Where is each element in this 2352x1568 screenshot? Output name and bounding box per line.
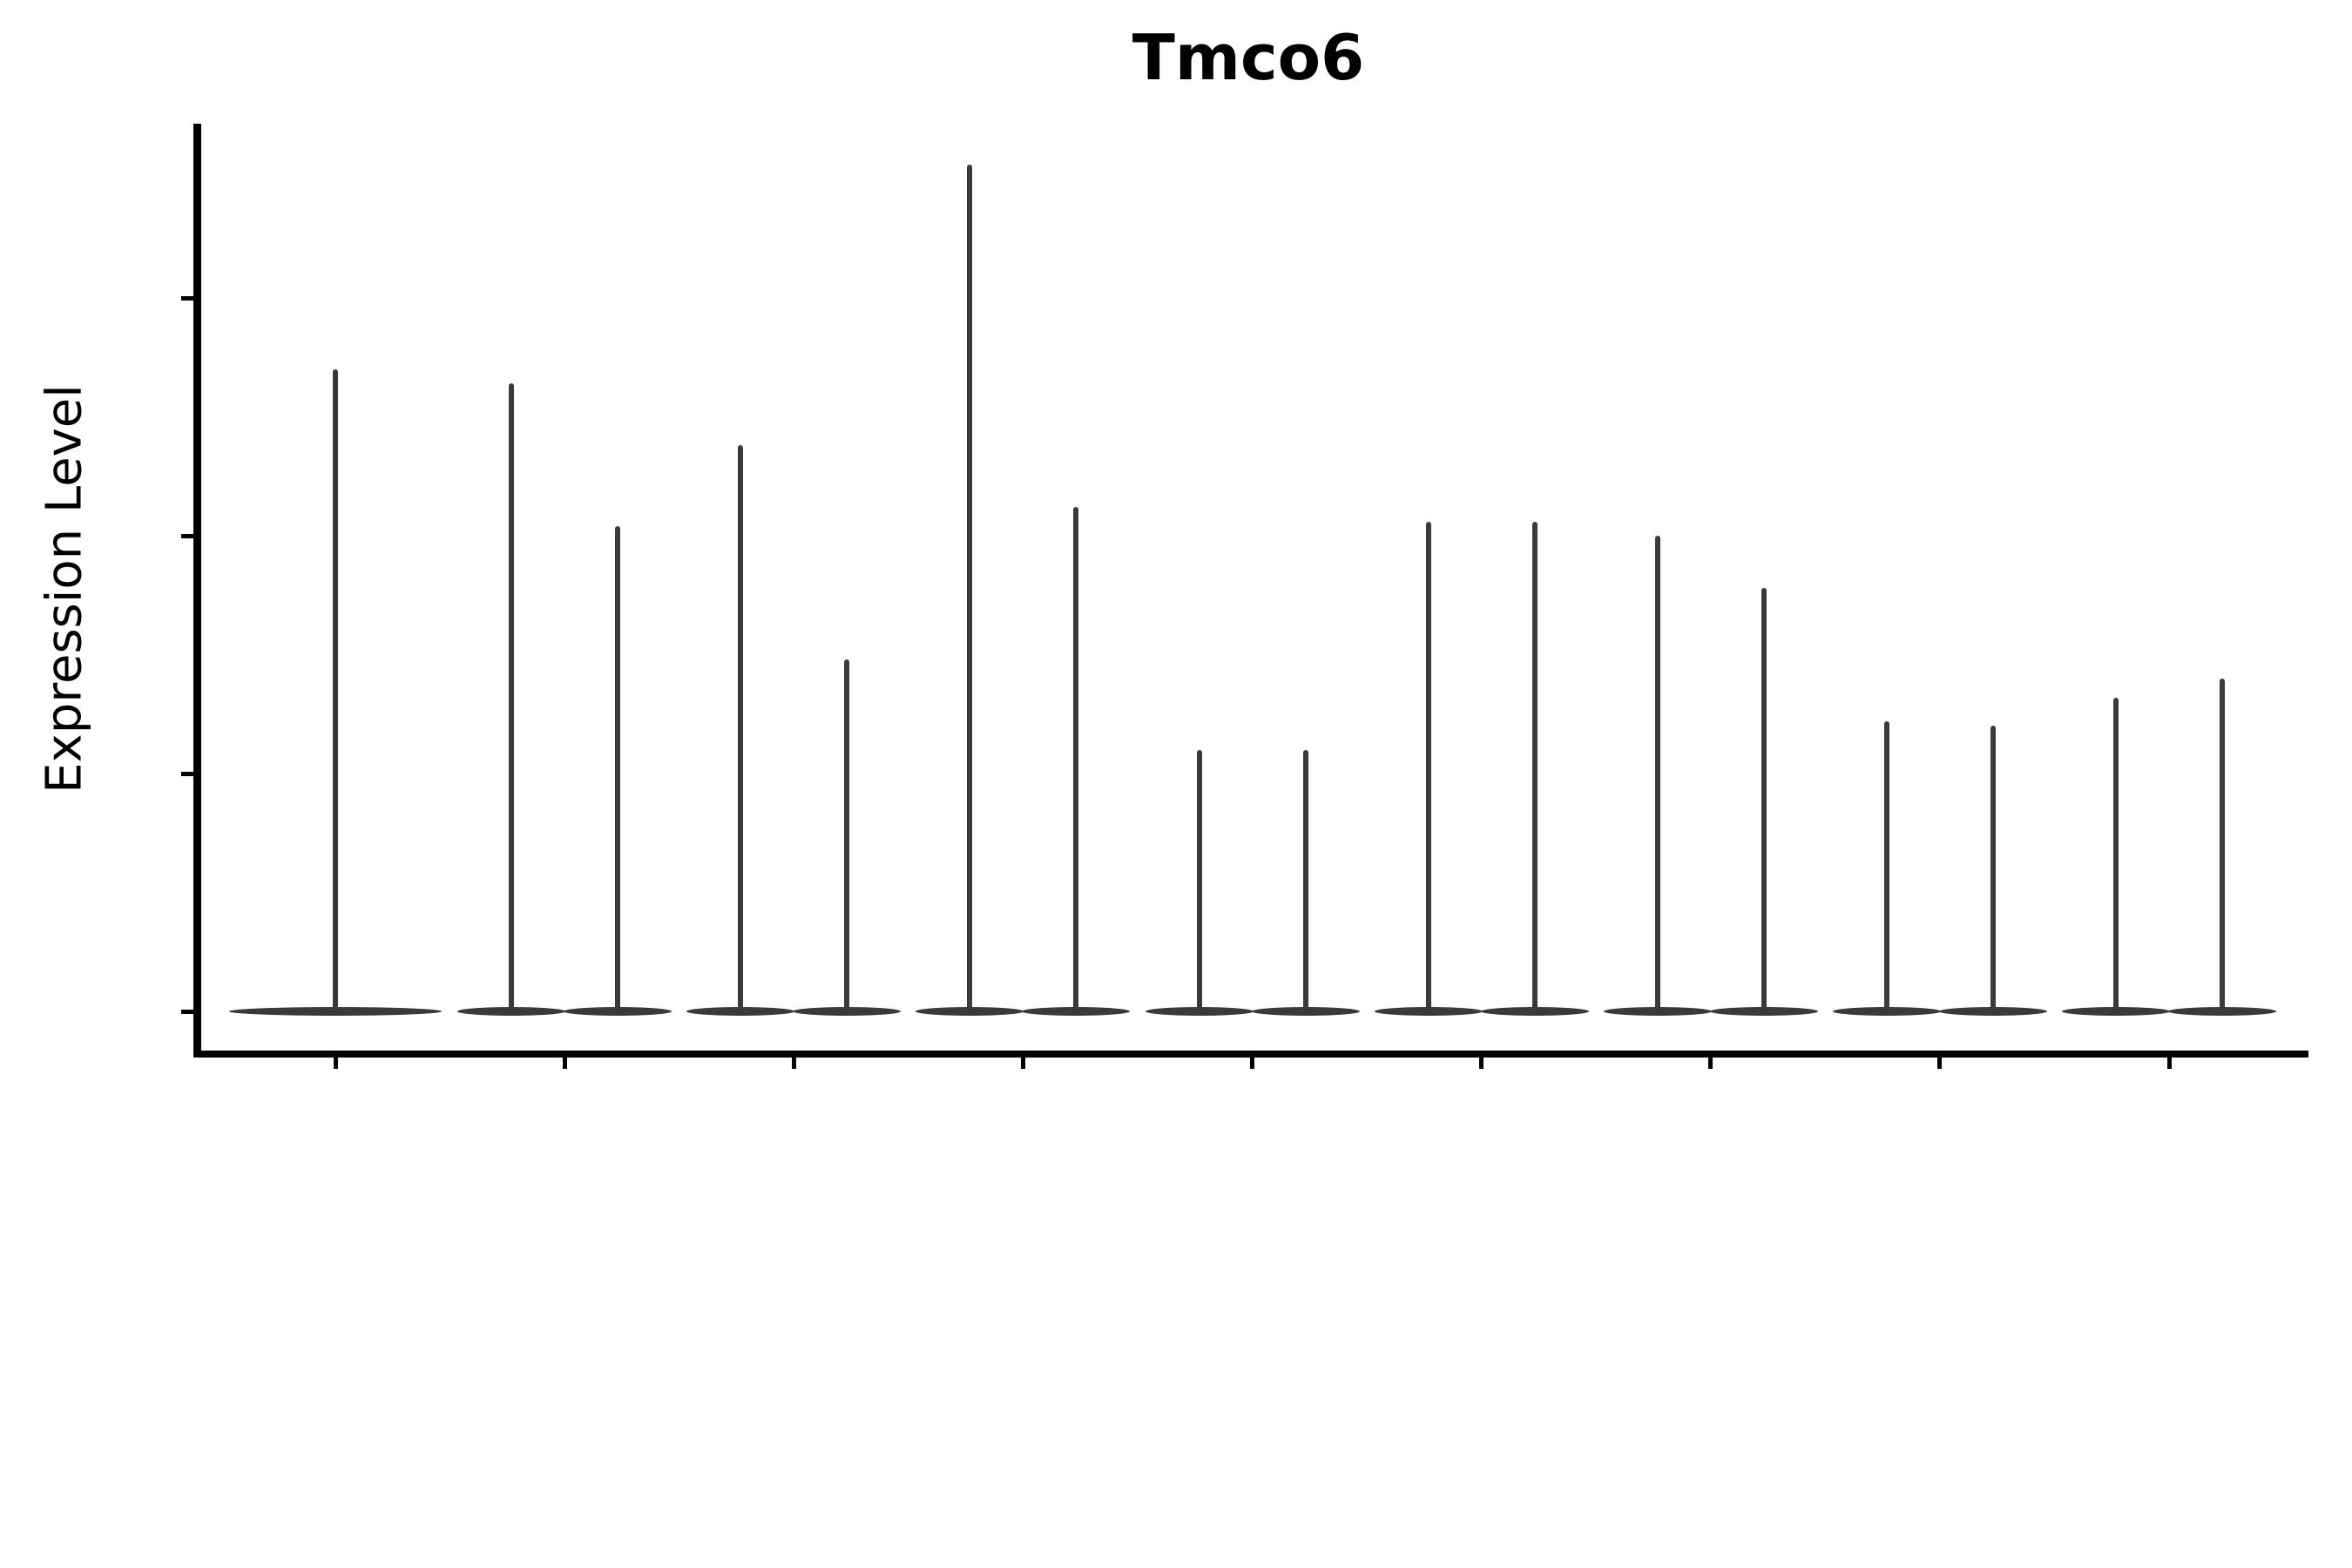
violin-base — [1374, 1006, 1483, 1016]
x-tick-mark — [1250, 1058, 1255, 1069]
x-tick-mark — [562, 1058, 567, 1069]
x-axis-spine — [193, 1051, 2308, 1058]
y-tick-mark — [181, 1009, 194, 1014]
violin-density-spike — [1531, 521, 1538, 1011]
y-tick-mark — [181, 771, 194, 776]
x-tick-mark — [333, 1058, 338, 1069]
violin-base — [916, 1006, 1024, 1016]
violin-density-spike — [738, 445, 744, 1011]
violin-base — [1709, 1006, 1818, 1016]
violin-density-spike — [1425, 521, 1431, 1011]
x-tick-mark — [791, 1058, 796, 1069]
y-tick-mark — [181, 533, 194, 538]
violin-density-spike — [1654, 536, 1660, 1011]
violin-density-spike — [844, 659, 850, 1011]
violin-base — [1022, 1006, 1131, 1016]
violin-density-spike — [2113, 697, 2119, 1011]
violin-base — [1603, 1006, 1712, 1016]
x-tick-mark — [1937, 1058, 1943, 1069]
violin-density-spike — [967, 165, 973, 1011]
x-tick-mark — [1020, 1058, 1025, 1069]
violin-base — [2062, 1006, 2171, 1016]
violin-base — [2168, 1006, 2277, 1016]
violin-base — [1938, 1006, 2047, 1016]
violin-base — [1480, 1006, 1589, 1016]
violin-base — [229, 1006, 442, 1016]
violin-density-spike — [509, 383, 515, 1011]
violin-density-spike — [1073, 507, 1079, 1011]
x-tick-mark — [2166, 1058, 2172, 1069]
chart-title: Tmco6 — [1132, 21, 1365, 94]
x-tick-mark — [1479, 1058, 1484, 1069]
y-axis-label: Expression Level — [36, 384, 93, 794]
violin-base — [1832, 1006, 1941, 1016]
violin-density-spike — [2220, 678, 2226, 1011]
violin-base — [457, 1006, 566, 1016]
violin-density-spike — [1196, 749, 1202, 1011]
x-tick-mark — [1708, 1058, 1713, 1069]
violin-density-spike — [1990, 726, 1996, 1011]
violin-density-spike — [1761, 588, 1767, 1011]
violin-base — [1145, 1006, 1254, 1016]
violin-density-spike — [333, 368, 338, 1011]
violin-base — [793, 1006, 902, 1016]
violin-density-spike — [615, 526, 621, 1011]
y-tick-mark — [181, 295, 194, 301]
violin-density-spike — [1302, 749, 1308, 1011]
y-axis-spine — [193, 124, 201, 1058]
violin-density-spike — [1883, 720, 1889, 1011]
violin-base — [1251, 1006, 1360, 1016]
violin-base — [564, 1006, 672, 1016]
violin-base — [686, 1006, 795, 1016]
